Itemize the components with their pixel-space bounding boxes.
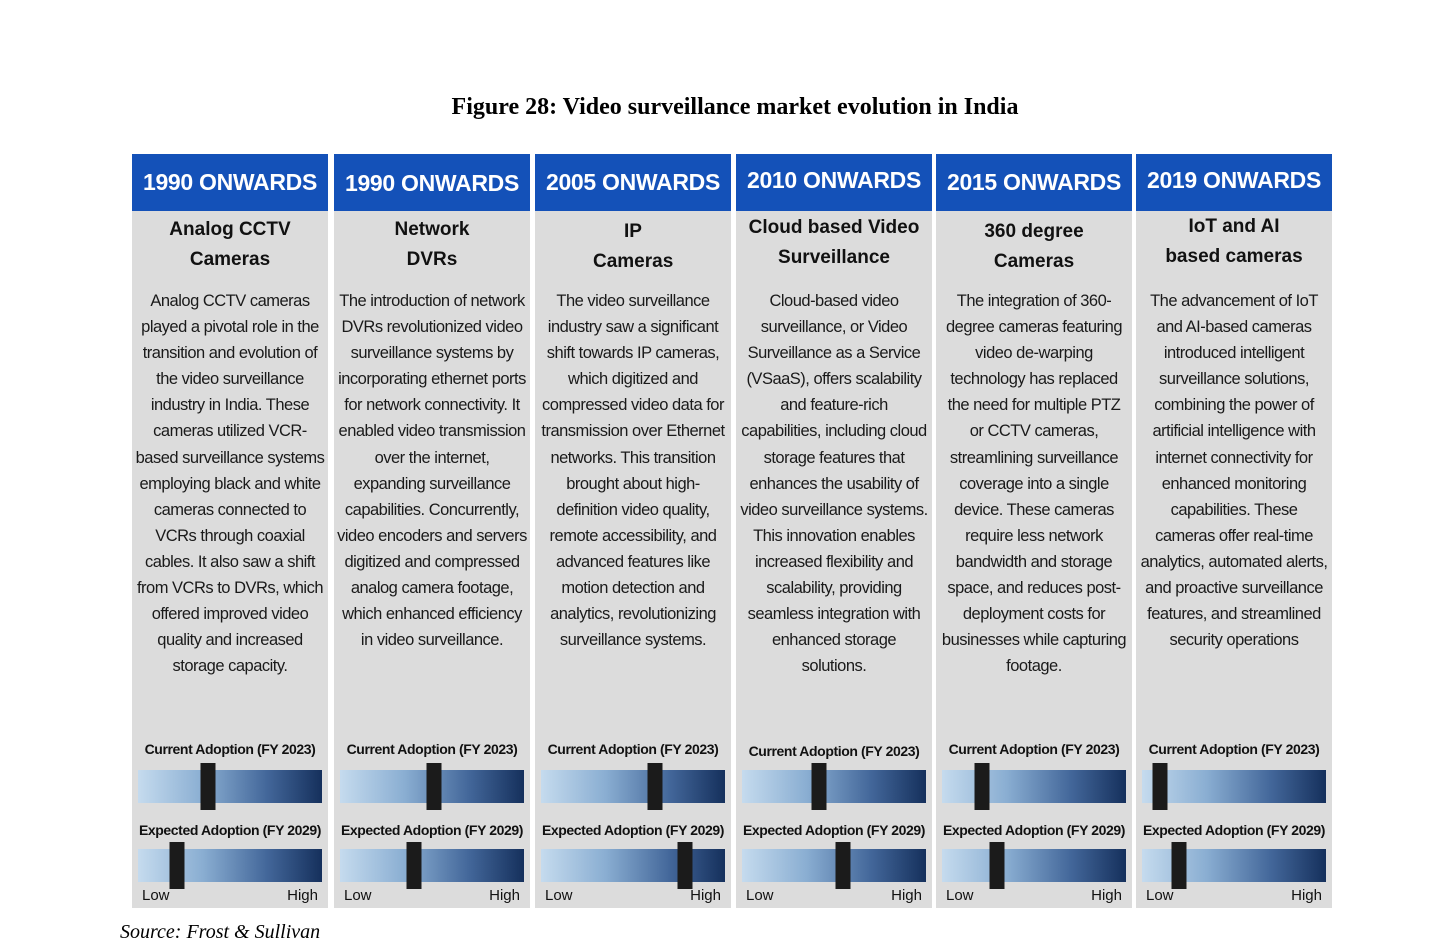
timeline-column: 2010 ONWARDS Cloud based Video Surveilla… — [736, 154, 932, 908]
expected-adoption-label: Expected Adoption (FY 2029) — [742, 822, 926, 838]
scale-low-label: Low — [142, 887, 170, 904]
scale-high-label: High — [690, 887, 721, 904]
scale-low-label: Low — [545, 887, 573, 904]
scale-high-label: High — [489, 887, 520, 904]
expected-adoption-bar — [1142, 842, 1326, 889]
column-body: 360 degree Cameras The integration of 36… — [936, 211, 1132, 908]
column-description: The introduction of network DVRs revolut… — [337, 292, 527, 650]
expected-adoption-marker — [835, 842, 851, 889]
current-adoption-bar — [1142, 763, 1326, 810]
expected-adoption-marker — [406, 842, 422, 889]
current-adoption-marker — [200, 763, 216, 810]
expected-adoption-label: Expected Adoption (FY 2029) — [541, 822, 725, 838]
current-adoption-label: Current Adoption (FY 2023) — [547, 741, 719, 757]
timeline-column: 2019 ONWARDS IoT and AI based cameras Th… — [1136, 154, 1332, 908]
column-body: Cloud based Video Surveillance Cloud-bas… — [736, 211, 932, 908]
column-description: Cloud-based video surveillance, or Video… — [740, 292, 928, 676]
scale-high-label: High — [1291, 887, 1322, 904]
current-adoption-marker — [974, 763, 990, 810]
timeline-column: 2005 ONWARDS IP Cameras The video survei… — [535, 154, 731, 908]
expected-adoption-label: Expected Adoption (FY 2029) — [1142, 822, 1326, 838]
expected-adoption-bar — [942, 842, 1126, 889]
column-header: 1990 ONWARDS — [132, 154, 328, 211]
expected-adoption-label: Expected Adoption (FY 2029) — [340, 822, 524, 838]
current-adoption-label: Current Adoption (FY 2023) — [346, 741, 518, 757]
column-title: 360 degree Cameras — [984, 221, 1084, 272]
column-header: 2010 ONWARDS — [736, 154, 932, 211]
column-header: 2019 ONWARDS — [1136, 154, 1332, 211]
figure-title: Figure 28: Video surveillance market evo… — [451, 94, 1019, 120]
current-adoption-bar — [340, 763, 524, 810]
timeline-column: 2015 ONWARDS 360 degree Cameras The inte… — [936, 154, 1132, 908]
expected-adoption-marker — [989, 842, 1005, 889]
current-adoption-bar — [541, 763, 725, 810]
current-adoption-label: Current Adoption (FY 2023) — [1148, 741, 1320, 757]
expected-adoption-bar — [340, 842, 524, 889]
current-adoption-bar — [742, 763, 926, 810]
scale-high-label: High — [891, 887, 922, 904]
expected-adoption-label: Expected Adoption (FY 2029) — [942, 822, 1126, 838]
column-body: IP Cameras The video surveillance indust… — [535, 211, 731, 908]
scale-high-label: High — [287, 887, 318, 904]
current-adoption-label: Current Adoption (FY 2023) — [144, 741, 316, 757]
expected-adoption-marker — [677, 842, 693, 889]
current-adoption-bar — [942, 763, 1126, 810]
column-body: Analog CCTV Cameras Analog CCTV cameras … — [132, 211, 328, 908]
current-adoption-label: Current Adoption (FY 2023) — [948, 741, 1120, 757]
current-adoption-marker — [811, 763, 827, 810]
column-title: IP Cameras — [593, 221, 674, 272]
column-description: The integration of 360-degree cameras fe… — [941, 292, 1127, 676]
column-body: IoT and AI based cameras The advancement… — [1136, 211, 1332, 908]
expected-adoption-bar — [742, 842, 926, 889]
current-adoption-marker — [647, 763, 663, 810]
scale-low-label: Low — [946, 887, 974, 904]
current-adoption-bar — [138, 763, 322, 810]
expected-adoption-bar — [138, 842, 322, 889]
column-header: 2005 ONWARDS — [535, 154, 731, 211]
column-description: The advancement of IoT and AI-based came… — [1140, 292, 1328, 650]
scale-low-label: Low — [344, 887, 372, 904]
scale-high-label: High — [1091, 887, 1122, 904]
column-header: 1990 ONWARDS — [334, 154, 530, 211]
scale-low-label: Low — [746, 887, 774, 904]
expected-adoption-marker — [1171, 842, 1187, 889]
column-title: IoT and AI based cameras — [1165, 216, 1303, 267]
expected-adoption-label: Expected Adoption (FY 2029) — [138, 822, 322, 838]
current-adoption-marker — [1152, 763, 1168, 810]
column-header: 2015 ONWARDS — [936, 154, 1132, 211]
column-title: Cloud based Video Surveillance — [748, 217, 920, 268]
timeline-column: 1990 ONWARDS Analog CCTV Cameras Analog … — [132, 154, 328, 908]
column-title: Network DVRs — [394, 219, 470, 270]
source-note: Source: Frost & Sullivan — [120, 921, 321, 943]
current-adoption-marker — [426, 763, 442, 810]
expected-adoption-marker — [169, 842, 185, 889]
column-description: Analog CCTV cameras played a pivotal rol… — [135, 292, 325, 676]
current-adoption-label: Current Adoption (FY 2023) — [748, 743, 920, 759]
column-description: The video surveillance industry saw a si… — [541, 292, 725, 650]
column-body: Network DVRs The introduction of network… — [334, 211, 530, 908]
expected-adoption-bar — [541, 842, 725, 889]
timeline-column: 1990 ONWARDS Network DVRs The introducti… — [334, 154, 530, 908]
scale-low-label: Low — [1146, 887, 1174, 904]
column-title: Analog CCTV Cameras — [169, 219, 291, 270]
